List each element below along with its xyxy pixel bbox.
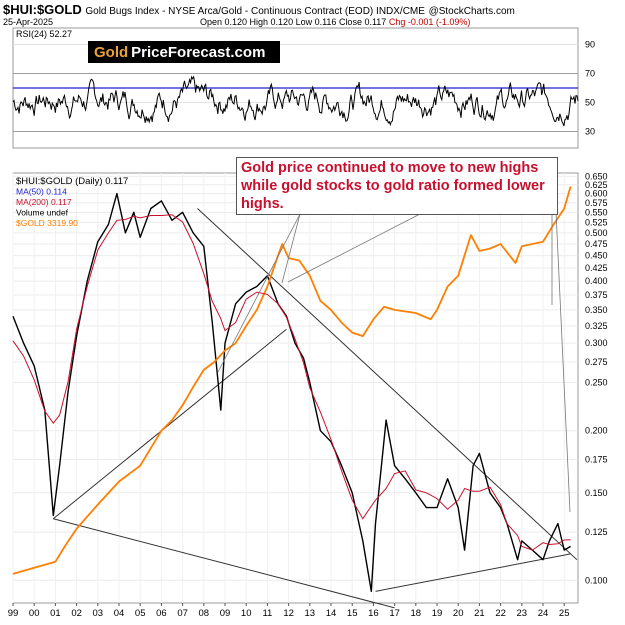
trend-line bbox=[53, 518, 395, 609]
legend-ma200: MA(200) 0.117 bbox=[16, 197, 72, 207]
price-tick-label: 0.200 bbox=[585, 426, 608, 436]
logo-rest: PriceForecast.com bbox=[131, 43, 266, 61]
trend-line bbox=[197, 208, 578, 561]
rsi-line bbox=[12, 75, 579, 127]
annotation-pointer bbox=[281, 213, 301, 284]
rsi-tick-label: 90 bbox=[585, 40, 595, 50]
gold-price-line bbox=[12, 186, 572, 575]
legend-volume: Volume undef bbox=[16, 208, 69, 218]
x-tick-label: 12 bbox=[283, 608, 294, 619]
change-value: Chg -0.001 (-1.09%) bbox=[388, 17, 471, 27]
x-tick-label: 20 bbox=[453, 608, 464, 619]
price-tick-label: 0.500 bbox=[585, 228, 608, 238]
trend-line bbox=[52, 328, 287, 520]
price-tick-label: 0.450 bbox=[585, 251, 608, 261]
x-tick-label: 99 bbox=[8, 608, 19, 619]
x-tick-label: 23 bbox=[517, 608, 528, 619]
rsi-legend: RSI(24) 52.27 bbox=[16, 29, 72, 39]
annotation-box: Gold price continued to move to new high… bbox=[236, 157, 558, 215]
price-tick-label: 0.375 bbox=[585, 290, 608, 300]
x-tick-label: 15 bbox=[347, 608, 358, 619]
chart-description: Gold Bugs Index - NYSE Arca/Gold - Conti… bbox=[85, 6, 425, 17]
price-tick-label: 0.400 bbox=[585, 276, 608, 286]
x-tick-label: 02 bbox=[71, 608, 82, 619]
site-logo: Gold PriceForecast.com bbox=[88, 41, 280, 63]
price-tick-label: 0.625 bbox=[585, 180, 608, 190]
x-tick-label: 01 bbox=[50, 608, 61, 619]
price-tick-label: 0.550 bbox=[585, 207, 608, 217]
x-tick-label: 06 bbox=[156, 608, 167, 619]
x-tick-label: 07 bbox=[177, 608, 188, 619]
price-tick-label: 0.150 bbox=[585, 488, 608, 498]
price-tick-label: 0.650 bbox=[585, 171, 608, 181]
rsi-tick-label: 50 bbox=[585, 98, 595, 108]
x-tick-label: 04 bbox=[114, 608, 125, 619]
x-tick-label: 14 bbox=[326, 608, 337, 619]
annotation-pointer bbox=[554, 189, 571, 513]
price-tick-label: 0.100 bbox=[585, 575, 608, 585]
chart-title: $HUI:$GOLD Gold Bugs Index - NYSE Arca/G… bbox=[3, 2, 515, 17]
price-tick-label: 0.600 bbox=[585, 189, 608, 199]
legend-ma50: MA(50) 0.114 bbox=[16, 187, 67, 197]
legend-ratio: $HUI:$GOLD (Daily) 0.117 bbox=[16, 176, 128, 187]
price-tick-label: 0.175 bbox=[585, 454, 608, 464]
x-tick-label: 18 bbox=[411, 608, 422, 619]
x-tick-label: 13 bbox=[305, 608, 316, 619]
x-tick-label: 09 bbox=[220, 608, 231, 619]
trend-line bbox=[375, 553, 571, 592]
ohlc-readout: Open 0.120 High 0.120 Low 0.116 Close 0.… bbox=[200, 17, 470, 27]
x-tick-label: 00 bbox=[29, 608, 40, 619]
x-tick-label: 03 bbox=[93, 608, 104, 619]
x-tick-label: 16 bbox=[368, 608, 379, 619]
ohlc-values: Open 0.120 High 0.120 Low 0.116 Close 0.… bbox=[200, 17, 387, 27]
price-tick-label: 0.350 bbox=[585, 305, 608, 315]
chart-symbol: $HUI:$GOLD bbox=[3, 2, 82, 17]
price-tick-label: 0.250 bbox=[585, 378, 608, 388]
price-tick-label: 0.125 bbox=[585, 527, 608, 537]
price-tick-label: 0.275 bbox=[585, 357, 608, 367]
x-tick-label: 24 bbox=[538, 608, 549, 619]
price-tick-label: 0.425 bbox=[585, 263, 608, 273]
x-tick-label: 05 bbox=[135, 608, 146, 619]
price-tick-label: 0.475 bbox=[585, 239, 608, 249]
price-tick-label: 0.325 bbox=[585, 321, 608, 331]
annotation-pointer bbox=[287, 213, 421, 283]
x-tick-label: 08 bbox=[199, 608, 210, 619]
x-tick-label: 11 bbox=[262, 608, 272, 619]
legend-gold: $GOLD 3319.90 bbox=[16, 218, 78, 228]
chart-watermark: @StockCharts.com bbox=[428, 6, 515, 17]
x-tick-label: 19 bbox=[432, 608, 443, 619]
rsi-tick-label: 70 bbox=[585, 69, 595, 79]
chart-date: 25-Apr-2025 bbox=[3, 17, 54, 27]
price-tick-label: 0.300 bbox=[585, 338, 608, 348]
rsi-tick-label: 30 bbox=[585, 127, 595, 137]
x-tick-label: 10 bbox=[241, 608, 252, 619]
ma200-line bbox=[12, 214, 571, 551]
price-tick-label: 0.575 bbox=[585, 198, 608, 208]
x-tick-label: 25 bbox=[559, 608, 570, 619]
x-tick-label: 21 bbox=[474, 608, 485, 619]
price-panel-frame bbox=[12, 172, 579, 604]
logo-gold: Gold bbox=[94, 43, 129, 61]
annotation-pointer bbox=[217, 213, 301, 373]
price-tick-label: 0.525 bbox=[585, 217, 608, 227]
x-tick-label: 17 bbox=[389, 608, 400, 619]
x-tick-label: 22 bbox=[495, 608, 506, 619]
